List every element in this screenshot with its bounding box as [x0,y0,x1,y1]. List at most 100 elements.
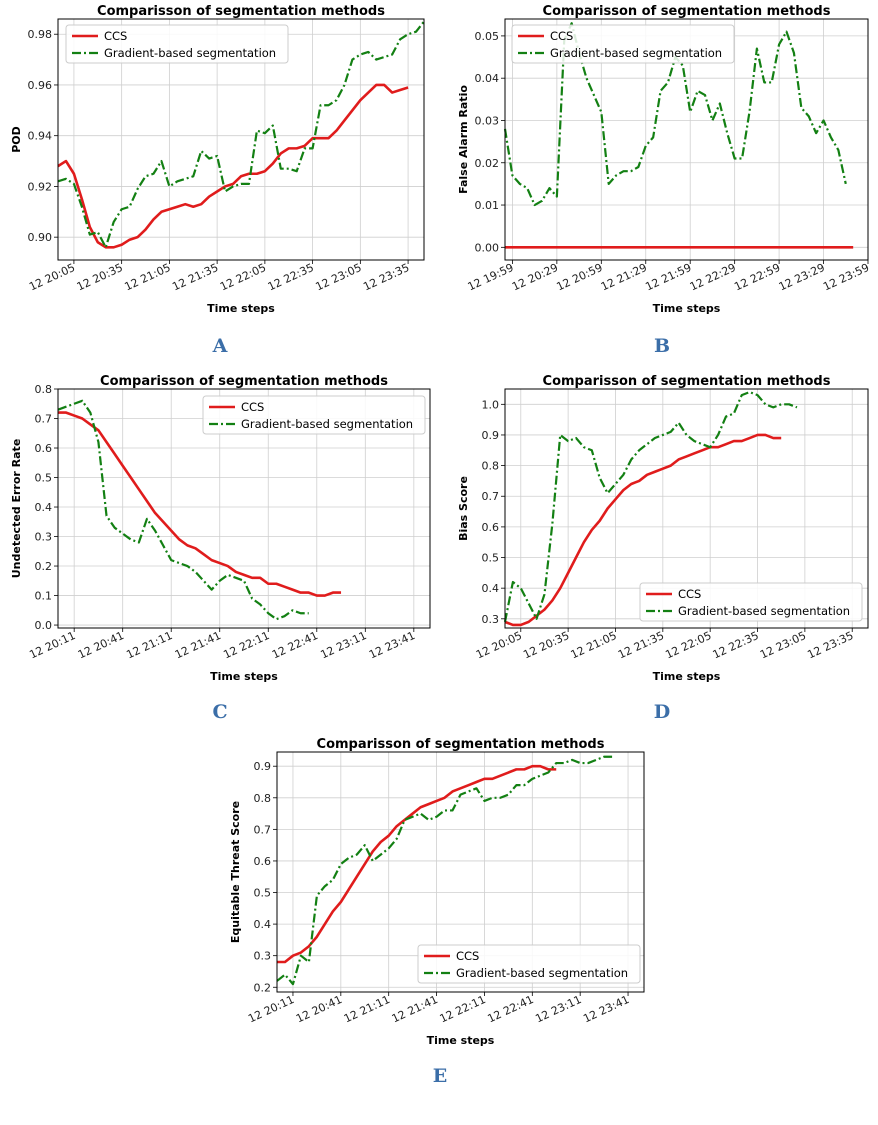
x-axis-label: Time steps [207,302,275,315]
x-tick-label: 12 23:11 [318,629,368,662]
legend: CCS Gradient-based segmentation [639,582,863,622]
y-tick-label: 0.01 [475,199,500,212]
x-tick-label: 12 23:29 [777,261,827,294]
y-tick-label: 0.7 [254,823,272,836]
x-tick-label: 12 22:29 [688,261,738,294]
series-line-ccs [277,764,557,964]
y-tick-label: 0.02 [475,157,500,170]
x-tick-label: 12 21:11 [124,629,174,662]
plot-area [504,18,869,261]
legend-label: Gradient-based segmentation [241,417,413,431]
x-tick-label: 12 23:05 [758,629,808,662]
y-tick-label: 0.3 [482,613,500,626]
y-tick-label: 0.5 [254,887,272,900]
y-tick-label: 0.3 [35,531,53,544]
chart-title: Comparisson of segmentation methods [97,4,385,19]
x-tick-label: 12 20:35 [75,261,125,294]
chart-title: Comparisson of segmentation methods [317,737,605,752]
x-tick-label: 12 20:05 [27,261,77,294]
x-tick-label: 12 22:59 [732,261,782,294]
x-tick-label: 12 23:35 [805,629,855,662]
y-tick-label: 0.6 [482,521,500,534]
x-tick-label: 12 20:41 [294,993,344,1026]
x-tick-label: 12 23:41 [581,993,631,1026]
y-tick-label: 0.8 [254,792,272,805]
y-tick-label: 0.8 [482,460,500,473]
y-axis-label: POD [10,126,23,153]
series-line-gradient [57,399,309,621]
y-tick-label: 0.4 [254,918,272,931]
y-tick-label: 0.00 [475,241,500,254]
series-line-ccs [57,83,409,249]
legend-label: Gradient-based segmentation [678,604,850,618]
x-tick-label: 12 23:41 [367,629,417,662]
x-tick-label: 12 21:35 [170,261,220,294]
x-tick-label: 12 22:11 [438,993,488,1026]
legend-label: Gradient-based segmentation [456,966,628,980]
x-tick-label: 12 21:05 [569,629,619,662]
x-tick-label: 12 20:11 [27,629,77,662]
legend-label: Gradient-based segmentation [550,46,722,60]
x-axis-label: Time steps [653,302,721,315]
x-tick-label: 12 23:59 [821,261,871,294]
y-tick-label: 0.0 [35,619,53,632]
panel-letter: E [433,1065,447,1087]
y-tick-label: 0.92 [28,180,53,193]
panel-letter: A [212,335,228,357]
y-tick-label: 1.0 [482,398,500,411]
plot-area [57,388,431,629]
series-line-ccs [504,433,782,627]
legend-label: CCS [550,29,573,43]
legend-box [639,582,863,622]
y-axis-label: False Alarm Ratio [457,85,470,194]
x-tick-label: 12 21:29 [599,261,649,294]
legend-box [511,24,735,64]
y-tick-label: 0.4 [482,582,500,595]
y-tick-label: 0.3 [254,950,272,963]
x-tick-label: 12 23:35 [361,261,411,294]
y-axis-label: Bias Score [457,476,470,541]
x-axis-label: Time steps [210,670,278,683]
y-tick-label: 0.7 [35,413,53,426]
y-axis-label: Undetected Error Rate [10,439,23,579]
x-tick-label: 12 22:35 [266,261,316,294]
panel-letter: C [212,701,227,723]
series-line-ccs [58,411,342,597]
y-tick-label: 0.98 [28,28,53,41]
x-tick-label: 12 21:41 [173,629,223,662]
legend-label: CCS [241,400,264,414]
series-line-gradient [276,755,613,986]
y-tick-label: 0.03 [475,114,500,127]
y-tick-label: 0.2 [35,560,53,573]
x-tick-label: 12 22:41 [270,629,320,662]
x-tick-label: 12 21:41 [390,993,440,1026]
y-tick-label: 0.04 [475,72,500,85]
chart-title: Comparisson of segmentation methods [100,374,388,389]
plot-area [276,751,645,993]
series-line-gradient [57,20,425,249]
x-tick-label: 12 20:59 [554,261,604,294]
y-tick-label: 0.5 [35,472,53,485]
x-tick-label: 12 22:41 [485,993,535,1026]
legend-box [202,395,426,435]
y-tick-label: 0.5 [482,552,500,565]
x-tick-label: 12 21:59 [643,261,693,294]
x-tick-label: 12 22:05 [218,261,268,294]
y-tick-label: 0.4 [35,501,53,514]
legend-box [417,944,641,984]
y-tick-label: 0.7 [482,490,500,503]
plot-area [504,388,869,629]
y-tick-label: 0.8 [35,383,53,396]
y-tick-label: 0.9 [254,760,272,773]
y-tick-label: 0.96 [28,79,53,92]
x-axis-label: Time steps [427,1034,495,1047]
legend-label: CCS [104,29,127,43]
x-tick-label: 12 23:11 [533,993,583,1026]
legend-box [65,24,289,64]
y-tick-label: 0.1 [35,590,53,603]
legend-label: Gradient-based segmentation [104,46,276,60]
